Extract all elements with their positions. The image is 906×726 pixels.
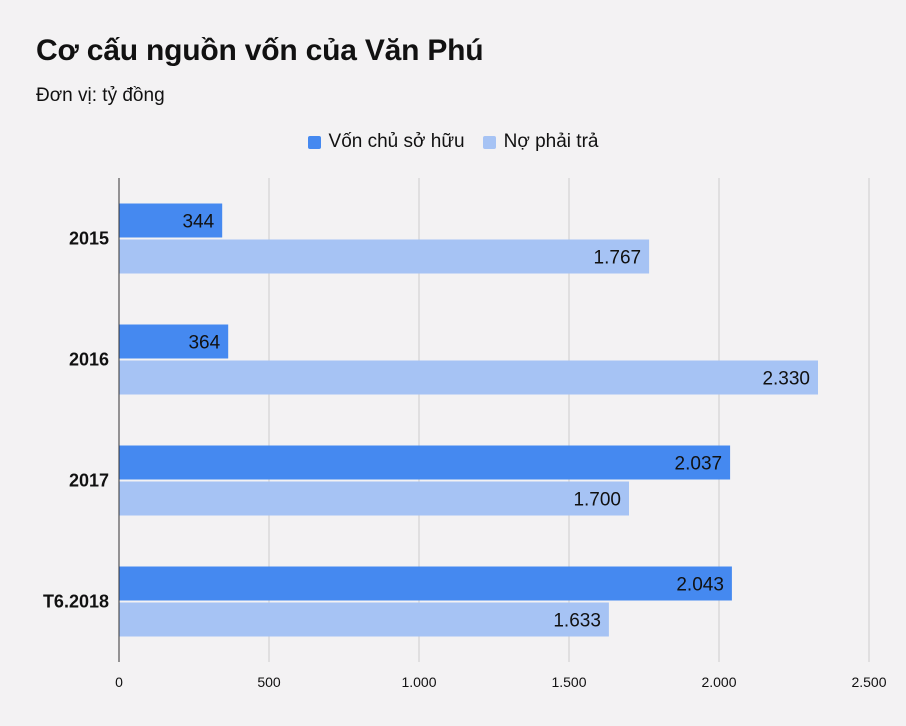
bar-von-chu-so-huu [119, 566, 732, 601]
legend-label-series-1: Vốn chủ sở hữu [328, 131, 465, 152]
bar-value-label: 2.043 [676, 575, 724, 596]
legend-item-series-1: Vốn chủ sở hữu [307, 131, 465, 153]
bar-no-phai-tra [119, 239, 650, 274]
legend-item-series-2: Nợ phải trả [482, 131, 599, 153]
x-tick-label: 1.500 [551, 674, 586, 690]
category-label: 2015 [69, 229, 109, 249]
x-tick-label: 500 [257, 674, 281, 690]
legend-swatch-series-2 [482, 135, 496, 149]
bar-value-label: 1.633 [553, 611, 601, 632]
bar-no-phai-tra [119, 360, 818, 395]
legend: Vốn chủ sở hữu Nợ phải trả [0, 131, 906, 153]
category-label: 2017 [69, 471, 109, 491]
x-tick-label: 2.500 [851, 674, 886, 690]
category-label: 2016 [69, 350, 109, 370]
bar-von-chu-so-huu [119, 203, 223, 238]
bar-value-label: 344 [182, 212, 214, 233]
bar-value-label: 2.330 [762, 369, 810, 390]
category-label: T6.2018 [43, 592, 109, 612]
legend-swatch-series-1 [307, 135, 321, 149]
x-tick-label: 2.000 [701, 674, 736, 690]
bar-von-chu-so-huu [119, 445, 731, 480]
legend-label-series-2: Nợ phải trả [503, 131, 599, 152]
bar-no-phai-tra [119, 602, 609, 637]
x-tick-label: 1.000 [401, 674, 436, 690]
chart-title: Cơ cấu nguồn vốn của Văn Phú [36, 34, 484, 67]
chart-subtitle: Đơn vị: tỷ đồng [36, 85, 165, 106]
bar-value-label: 1.767 [594, 248, 642, 269]
bar-value-label: 364 [188, 333, 220, 354]
bar-no-phai-tra [119, 481, 629, 516]
x-tick-label: 0 [115, 674, 123, 690]
bar-value-label: 1.700 [573, 490, 621, 511]
bar-von-chu-so-huu [119, 324, 229, 359]
bar-value-label: 2.037 [675, 454, 723, 475]
